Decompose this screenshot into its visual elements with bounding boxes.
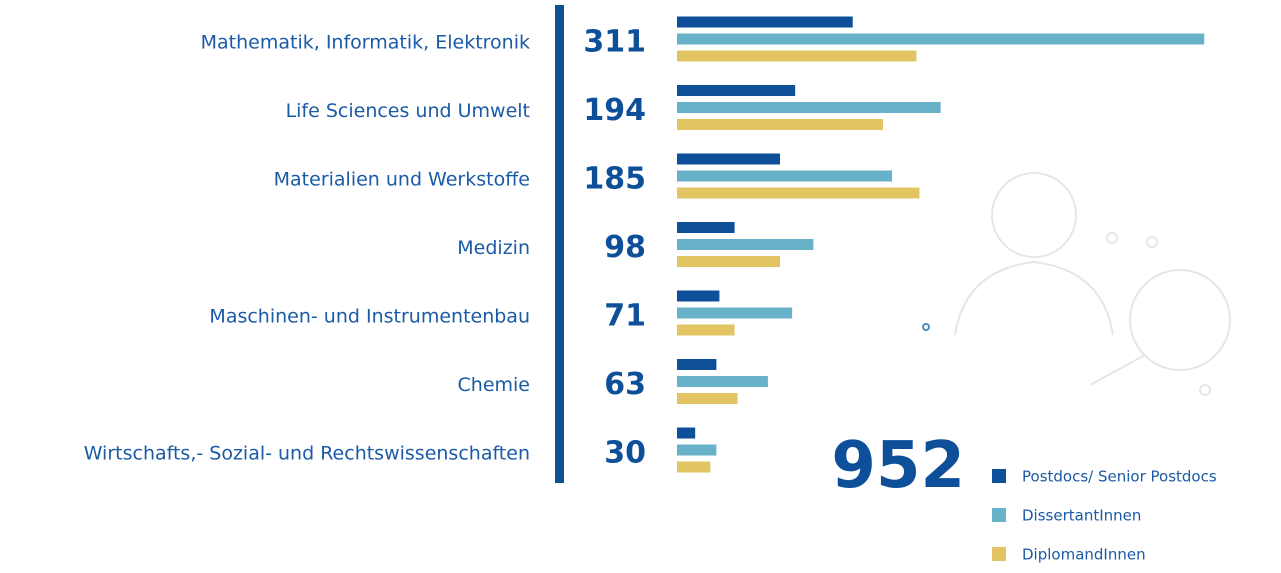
- bar: [677, 222, 735, 233]
- bar: [677, 256, 781, 267]
- category-total: 30: [604, 436, 646, 471]
- bar: [677, 16, 853, 28]
- bar: [677, 85, 796, 96]
- legend-label: DiplomandInnen: [1022, 546, 1146, 564]
- bar: [677, 307, 793, 319]
- grand-total: 952: [831, 429, 965, 503]
- category-total: 311: [583, 25, 646, 60]
- category-label: Materialien und Werkstoffe: [274, 169, 530, 191]
- category-label: Wirtschafts,- Sozial- und Rechtswissensc…: [84, 443, 530, 465]
- bar: [677, 170, 893, 182]
- category-total: 194: [583, 93, 646, 128]
- bar: [677, 393, 738, 404]
- legend-swatch: [992, 508, 1006, 522]
- legend-label: DissertantInnen: [1022, 507, 1141, 525]
- bar: [677, 102, 941, 113]
- category-total: 98: [604, 230, 646, 265]
- divider: [555, 5, 564, 483]
- category-label: Mathematik, Informatik, Elektronik: [201, 32, 530, 54]
- category-total: 71: [604, 299, 646, 334]
- bar: [677, 187, 920, 199]
- category-label: Medizin: [457, 237, 530, 259]
- bar: [677, 427, 696, 439]
- bar: [677, 376, 768, 387]
- bar: [677, 33, 1205, 45]
- bar: [677, 50, 917, 62]
- bar: [677, 119, 884, 130]
- legend-label: Postdocs/ Senior Postdocs: [1022, 468, 1217, 486]
- category-total: 63: [604, 367, 646, 402]
- bar: [677, 324, 735, 336]
- category-label: Life Sciences und Umwelt: [286, 100, 530, 122]
- bar: [677, 359, 717, 370]
- bar: [677, 239, 814, 250]
- legend-swatch: [992, 469, 1006, 483]
- bar: [677, 153, 781, 165]
- category-total: 185: [583, 162, 646, 197]
- bar: [677, 444, 717, 456]
- bar: [677, 290, 720, 302]
- legend-swatch: [992, 547, 1006, 561]
- decoration: [922, 172, 1231, 396]
- category-label: Maschinen- und Instrumentenbau: [209, 306, 530, 328]
- category-label: Chemie: [458, 374, 530, 396]
- bar: [677, 461, 711, 473]
